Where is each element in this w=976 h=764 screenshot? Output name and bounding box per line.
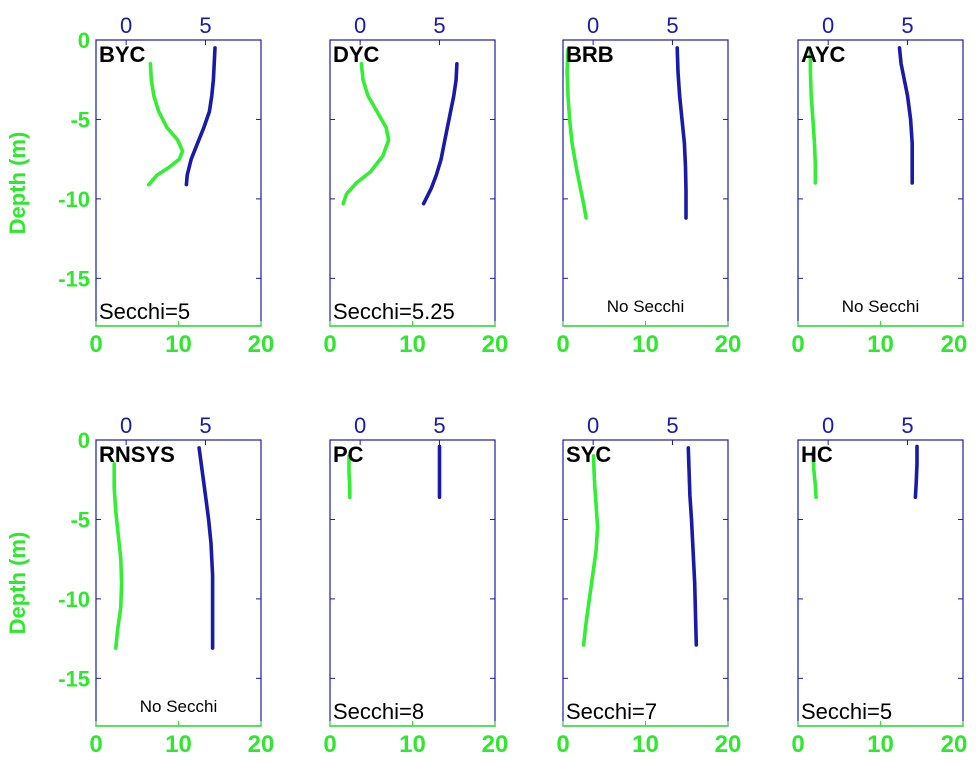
x-top-tick-label: 5 <box>433 413 445 438</box>
x-bottom-tick-label: 10 <box>632 331 659 358</box>
site-label: BYC <box>99 42 146 67</box>
x-bottom-tick-label: 0 <box>89 731 102 758</box>
blue-profile-line <box>184 46 217 187</box>
blue-profile-line <box>913 444 919 500</box>
site-label: AYC <box>801 42 846 67</box>
panel-frame <box>95 39 262 327</box>
y-tick-label: 0 <box>78 428 90 453</box>
x-bottom-tick-label: 20 <box>248 731 275 758</box>
y-tick-label: -15 <box>58 666 90 691</box>
x-top-tick-label: 0 <box>822 13 834 38</box>
blue-profile-line <box>421 61 459 206</box>
site-label: PC <box>333 442 364 467</box>
x-top-tick-label: 5 <box>199 13 211 38</box>
x-bottom-tick-label: 10 <box>399 331 426 358</box>
x-bottom-tick-label: 20 <box>715 331 742 358</box>
secchi-label: Secchi=8 <box>333 699 424 724</box>
y-tick-label: -10 <box>58 187 90 212</box>
secchi-label: Secchi=5 <box>99 299 190 324</box>
x-top-tick-label: 5 <box>666 413 678 438</box>
panel-frame <box>329 439 496 727</box>
x-top-tick-label: 5 <box>199 413 211 438</box>
x-bottom-tick-label: 20 <box>941 331 968 358</box>
secchi-label: No Secchi <box>842 297 919 316</box>
x-bottom-tick-label: 0 <box>323 331 336 358</box>
panel-frame <box>562 439 729 727</box>
blue-profile-line <box>897 46 915 185</box>
panel-frame <box>562 39 729 327</box>
x-top-tick-label: 5 <box>901 13 913 38</box>
y-axis-label: Depth (m) <box>5 532 30 635</box>
x-bottom-tick-label: 10 <box>165 731 192 758</box>
blue-profile-line <box>686 446 699 647</box>
x-top-tick-label: 0 <box>354 13 366 38</box>
x-bottom-tick-label: 20 <box>482 331 509 358</box>
green-profile-line <box>147 61 185 187</box>
y-axis-label: Depth (m) <box>5 132 30 235</box>
secchi-label: No Secchi <box>140 697 217 716</box>
green-profile-line <box>341 61 391 206</box>
y-tick-label: -10 <box>58 587 90 612</box>
y-tick-label: -5 <box>70 507 90 532</box>
x-top-tick-label: 5 <box>433 13 445 38</box>
x-top-tick-label: 0 <box>587 413 599 438</box>
x-bottom-tick-label: 0 <box>556 731 569 758</box>
x-bottom-tick-label: 0 <box>556 331 569 358</box>
y-tick-label: -5 <box>70 107 90 132</box>
x-top-tick-label: 5 <box>901 413 913 438</box>
site-label: SYC <box>566 442 611 467</box>
x-top-tick-label: 0 <box>120 413 132 438</box>
blue-profile-line <box>675 46 688 220</box>
green-profile-line <box>808 47 818 185</box>
x-top-tick-label: 0 <box>587 13 599 38</box>
x-top-tick-label: 0 <box>822 413 834 438</box>
panel-frame <box>95 439 262 727</box>
panel-frame <box>797 39 964 327</box>
x-bottom-tick-label: 0 <box>323 731 336 758</box>
secchi-label: No Secchi <box>607 297 684 316</box>
site-label: BRB <box>566 42 614 67</box>
secchi-label: Secchi=7 <box>566 699 657 724</box>
x-bottom-tick-label: 20 <box>941 731 968 758</box>
x-top-tick-label: 5 <box>666 13 678 38</box>
green-profile-line <box>347 454 352 500</box>
x-bottom-tick-label: 10 <box>165 331 192 358</box>
secchi-label: Secchi=5 <box>801 699 892 724</box>
secchi-label: Secchi=5.25 <box>333 299 455 324</box>
x-top-tick-label: 0 <box>354 413 366 438</box>
y-tick-label: 0 <box>78 28 90 53</box>
x-bottom-tick-label: 20 <box>482 731 509 758</box>
x-bottom-tick-label: 0 <box>89 331 102 358</box>
x-top-tick-label: 0 <box>120 13 132 38</box>
x-bottom-tick-label: 20 <box>715 731 742 758</box>
green-profile-line <box>581 454 600 647</box>
x-bottom-tick-label: 0 <box>791 731 804 758</box>
green-profile-line <box>565 47 588 220</box>
green-profile-line <box>112 461 124 650</box>
site-label: DYC <box>333 42 380 67</box>
x-bottom-tick-label: 10 <box>632 731 659 758</box>
site-label: HC <box>801 442 833 467</box>
x-bottom-tick-label: 10 <box>867 731 894 758</box>
x-bottom-tick-label: 10 <box>399 731 426 758</box>
panel-frame <box>797 439 964 727</box>
site-label: RNSYS <box>99 442 175 467</box>
green-profile-line <box>811 450 818 500</box>
x-bottom-tick-label: 0 <box>791 331 804 358</box>
y-tick-label: -15 <box>58 266 90 291</box>
x-bottom-tick-label: 10 <box>867 331 894 358</box>
x-bottom-tick-label: 20 <box>248 331 275 358</box>
blue-profile-line <box>197 446 215 650</box>
